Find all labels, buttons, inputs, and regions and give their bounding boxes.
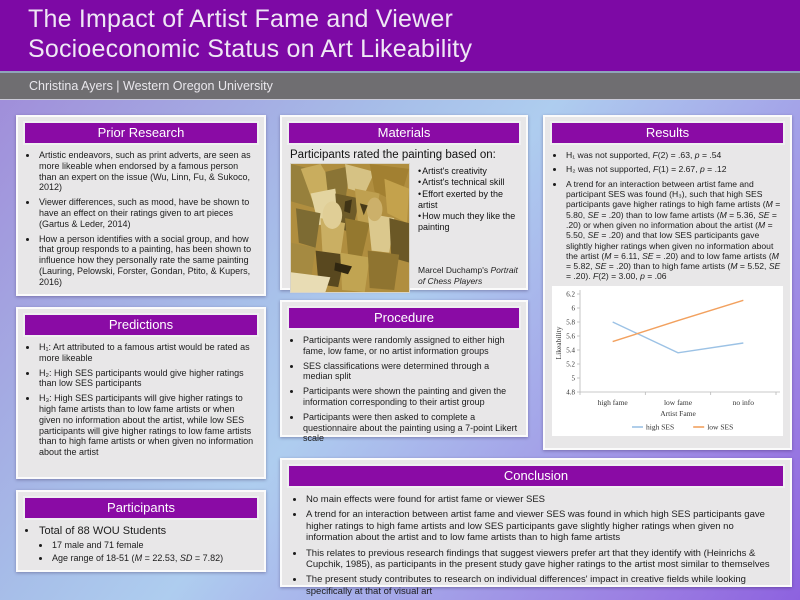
list-item: Participants were then asked to complete… [302, 412, 519, 444]
list-item: This relates to previous research findin… [305, 548, 780, 571]
list-item: Participants were randomly assigned to e… [302, 335, 519, 357]
list-item: Participants were shown the painting and… [302, 386, 519, 408]
materials-title: Materials [287, 121, 521, 145]
author-byline: Christina Ayers | Western Oregon Univers… [29, 79, 273, 93]
list-item: Viewer differences, such as mood, have b… [38, 197, 257, 229]
conclusion-card: Conclusion No main effects were found fo… [280, 458, 792, 597]
list-item: H₂: High SES participants would give hig… [38, 368, 257, 390]
list-item: H₂ was not supported, F(1) = 2.67, p = .… [565, 164, 784, 174]
predictions-title: Predictions [23, 313, 259, 337]
results-list: H₁ was not supported, F(2) = .63, p = .5… [552, 150, 784, 282]
svg-text:low SES: low SES [707, 422, 733, 431]
list-item: A trend for an interaction between artis… [565, 179, 784, 282]
prior-research-list: Artistic endeavors, such as print advert… [25, 150, 257, 288]
svg-text:high fame: high fame [598, 398, 629, 407]
chart-svg: 4.8 5 5.2 5.4 5.6 5.8 6 6.2 high fame low fame no … [554, 289, 780, 431]
title-line-1: The Impact of Artist Fame and Viewer [28, 5, 453, 33]
painting-caption: Marcel Duchamp's Portrait of Chess Playe… [418, 264, 518, 286]
rating-criteria-list: Artist's creativityArtist's technical sk… [416, 166, 518, 234]
svg-text:Likeability: Likeability [554, 326, 563, 359]
svg-text:5: 5 [572, 374, 576, 382]
list-item: No main effects were found for artist fa… [305, 494, 780, 505]
results-card: Results H₁ was not supported, F(2) = .63… [543, 115, 792, 450]
conclusion-list: No main effects were found for artist fa… [292, 494, 780, 597]
list-item: The present study contributes to researc… [305, 574, 780, 597]
list-item: H₃: High SES participants will give high… [38, 393, 257, 458]
svg-text:4.8: 4.8 [566, 388, 575, 396]
predictions-card: Predictions H₁: Art attributed to a famo… [16, 307, 266, 479]
svg-text:Artist Fame: Artist Fame [660, 409, 696, 418]
list-item: Artist's creativity [418, 166, 518, 177]
list-item: How much they like the painting [418, 211, 518, 234]
participants-card: Participants Total of 88 WOU Students17 … [16, 490, 266, 572]
list-item: SES classifications were determined thro… [302, 361, 519, 383]
conclusion-title: Conclusion [287, 464, 785, 488]
materials-intro: Participants rated the painting based on… [290, 149, 496, 161]
svg-text:low fame: low fame [664, 398, 693, 407]
poster-header: The Impact of Artist Fame and Viewer Soc… [0, 0, 800, 71]
participants-list: Total of 88 WOU Students17 male and 71 f… [25, 525, 257, 564]
title-line-2: Socioeconomic Status on Art Likeability [28, 34, 473, 63]
procedure-list: Participants were randomly assigned to e… [289, 335, 519, 444]
predictions-list: H₁: Art attributed to a famous artist wo… [25, 342, 257, 458]
procedure-card: Procedure Participants were randomly ass… [280, 300, 528, 443]
svg-text:no info: no info [733, 398, 755, 407]
sub-list-item: 17 male and 71 female [51, 540, 257, 551]
author-band: Christina Ayers | Western Oregon Univers… [0, 71, 800, 100]
svg-text:6.2: 6.2 [566, 290, 575, 298]
materials-card: Materials Participants rated the paintin… [280, 115, 528, 293]
list-item: How a person identifies with a social gr… [38, 234, 257, 288]
list-item: H₁ was not supported, F(2) = .63, p = .5… [565, 150, 784, 160]
list-item: Artistic endeavors, such as print advert… [38, 150, 257, 193]
svg-text:5.4: 5.4 [566, 346, 575, 354]
svg-text:5.6: 5.6 [566, 332, 575, 340]
painting-image [290, 163, 410, 293]
participants-title: Participants [23, 496, 259, 520]
list-item: Artist's technical skill [418, 177, 518, 188]
list-item: H₁: Art attributed to a famous artist wo… [38, 342, 257, 364]
list-item: A trend for an interaction between artis… [305, 509, 780, 543]
interaction-line-chart: 4.8 5 5.2 5.4 5.6 5.8 6 6.2 high fame low fame no … [552, 285, 783, 436]
prior-research-title: Prior Research [23, 121, 259, 145]
prior-research-card: Prior Research Artistic endeavors, such … [16, 115, 266, 296]
svg-text:5.2: 5.2 [566, 360, 575, 368]
svg-text:5.8: 5.8 [566, 318, 575, 326]
poster-title: The Impact of Artist Fame and Viewer Soc… [0, 0, 800, 64]
procedure-title: Procedure [287, 306, 521, 330]
sub-list-item: Age range of 18-51 (M = 22.53, SD = 7.82… [51, 553, 257, 564]
svg-text:high SES: high SES [646, 422, 674, 431]
list-item: Effort exerted by the artist [418, 189, 518, 212]
svg-text:6: 6 [572, 304, 576, 312]
results-title: Results [550, 121, 785, 145]
materials-body: Artist's creativityArtist's technical sk… [290, 163, 518, 293]
list-item: Total of 88 WOU Students17 male and 71 f… [38, 525, 257, 564]
materials-right-column: Artist's creativityArtist's technical sk… [416, 163, 518, 293]
